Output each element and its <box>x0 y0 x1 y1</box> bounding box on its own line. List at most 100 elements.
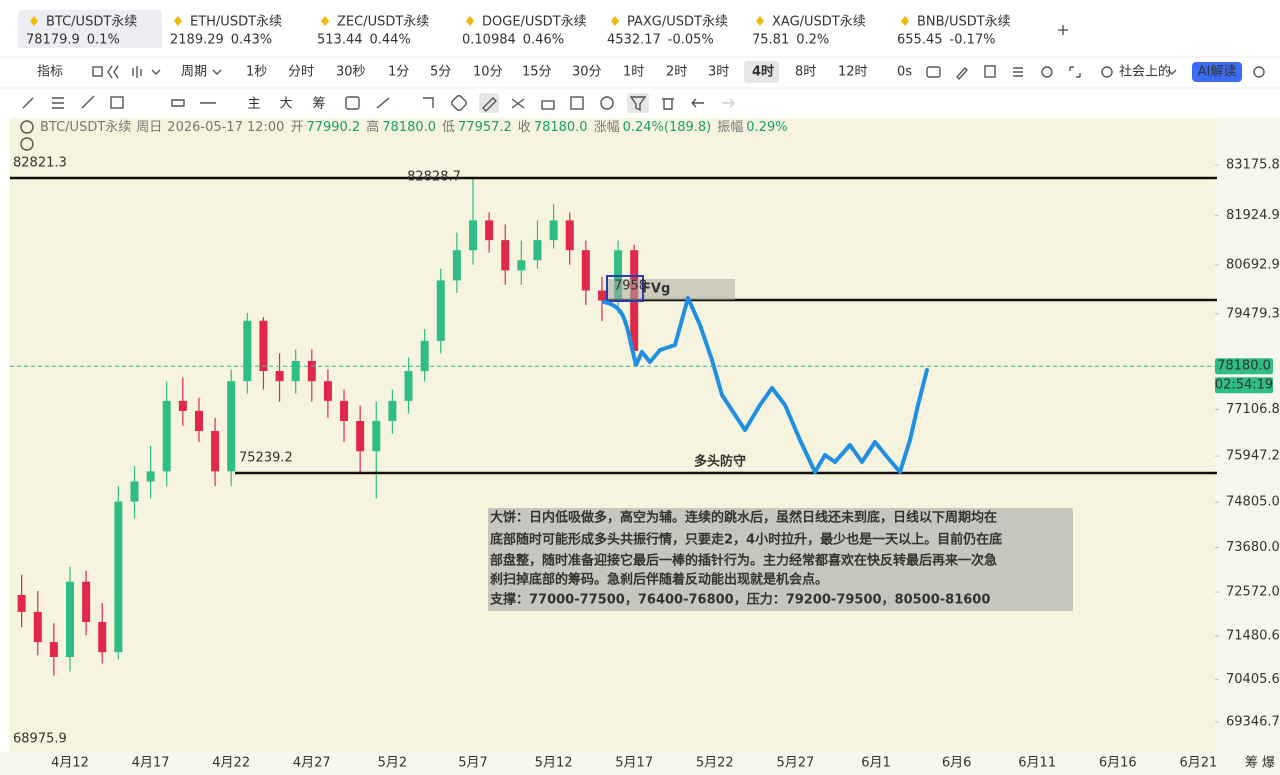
x-tick-label: 4月22 <box>212 756 250 771</box>
candle-body <box>146 471 155 482</box>
x-tick-label: 5月17 <box>615 756 653 771</box>
info-field: 振幅 <box>717 120 743 135</box>
y-tick-label: 80692.9 <box>1226 258 1280 273</box>
info-field: 0.29% <box>746 120 787 135</box>
interval-button[interactable]: 30秒 <box>336 65 366 80</box>
last-price-label: 78180.0 <box>1217 359 1271 374</box>
candle-body <box>517 260 526 271</box>
candle-body <box>114 501 123 653</box>
candle-body <box>485 220 494 241</box>
fvg-label: FVg <box>642 282 670 297</box>
ticker-symbol[interactable]: BTC/USDT永续 <box>46 15 137 30</box>
x-tick-label: 4月17 <box>132 756 170 771</box>
candle-body <box>162 400 171 472</box>
candle-body <box>469 220 477 251</box>
note-line: 刹扫掉底部的筹码。急刹后伴随着反动能出现就是机会点。 <box>490 572 828 588</box>
info-field: 开 <box>290 120 303 135</box>
interval-button[interactable]: 1分 <box>388 65 409 80</box>
interval-button[interactable]: 1秒 <box>246 65 267 80</box>
interval-button[interactable]: 4时 <box>752 64 774 80</box>
draw-tool[interactable]: 筹 <box>312 96 325 112</box>
ticker-price: 4532.17 <box>607 33 661 48</box>
ticker-symbol[interactable]: DOGE/USDT永续 <box>482 15 587 30</box>
fvg-zone <box>607 279 735 300</box>
ticker-symbol[interactable]: ZEC/USDT永续 <box>337 15 429 30</box>
info-field: 周日 <box>136 120 162 135</box>
interval-button[interactable]: 8时 <box>795 65 816 80</box>
interval-button[interactable]: 30分 <box>572 65 602 80</box>
x-tick-label: 5月27 <box>776 756 814 771</box>
candle-body <box>501 240 510 271</box>
note-line: 底部随时可能形成多头共振行情，只要走2，4小时拉升，最少也是一天以上。目前仍在底 <box>490 532 1002 548</box>
corner-button[interactable]: 筹 <box>1245 755 1258 771</box>
ai-button-bg[interactable] <box>1192 62 1242 82</box>
candle-body <box>549 220 558 241</box>
interval-button[interactable]: 15分 <box>522 65 552 80</box>
ticker-icon <box>611 16 619 26</box>
ticker-icon <box>901 16 909 26</box>
ticker-symbol[interactable]: XAG/USDT永续 <box>772 15 866 30</box>
candle-body <box>452 250 461 281</box>
info-field: 高 <box>366 119 379 135</box>
candle-body <box>356 420 365 452</box>
defense-label: 多头防守 <box>694 454 746 470</box>
toolbar-icons[interactable] <box>92 65 1265 81</box>
info-field: 低 <box>442 120 455 135</box>
draw-tool[interactable]: 大 <box>279 97 292 112</box>
candle-body <box>178 400 187 411</box>
candle-body <box>275 371 284 382</box>
interval-button[interactable]: 10分 <box>473 65 503 80</box>
interval-button[interactable]: 分时 <box>288 65 314 80</box>
period-button[interactable]: 周期 <box>181 65 207 80</box>
ticker-price: 655.45 <box>897 33 943 48</box>
interval-button[interactable]: 12时 <box>838 65 868 80</box>
y-tick-label: 75947.2 <box>1226 449 1280 464</box>
candle-body <box>194 410 203 432</box>
ticker-change: -0.17% <box>950 33 996 48</box>
interval-button[interactable]: 1时 <box>623 65 644 80</box>
ticker-price: 78179.9 <box>26 33 80 48</box>
ticker-symbol[interactable]: BNB/USDT永续 <box>917 15 1011 30</box>
note-line: 支撑：77000-77500，76400-76800，压力：79200-7950… <box>489 592 990 608</box>
ticker-change: 0.2% <box>796 33 829 48</box>
interval-button[interactable]: 2时 <box>666 65 687 80</box>
candle-body <box>33 611 42 643</box>
expand-icon[interactable] <box>20 137 34 151</box>
zero-s-button[interactable]: 0s <box>897 65 912 80</box>
indicator-button[interactable]: 指标 <box>37 65 63 80</box>
candle-body <box>259 320 268 372</box>
ticker-change: 0.44% <box>370 33 411 48</box>
y-tick-label: 77106.8 <box>1226 402 1280 417</box>
ai-button[interactable]: AI解读 <box>1198 65 1237 80</box>
ticker-symbol[interactable]: PAXG/USDT永续 <box>627 15 728 30</box>
range-high: 82821.3 <box>13 156 67 171</box>
y-tick-label: 81924.9 <box>1226 208 1280 223</box>
candle-body <box>227 381 236 472</box>
candle-body <box>82 581 91 622</box>
collapse-icon[interactable] <box>20 120 34 134</box>
drawing-tool-icons[interactable] <box>22 93 735 113</box>
candle-body <box>49 642 58 658</box>
draw-tool[interactable]: 主 <box>247 97 260 112</box>
note-line: 大饼：日内低吸做多，高空为辅。连续的跳水后，虽然日线还未到底，日线以下周期均在 <box>490 510 997 526</box>
candle-body <box>533 240 542 261</box>
ticker-symbol[interactable]: ETH/USDT永续 <box>190 15 282 30</box>
candle-body <box>420 340 429 372</box>
candle-body <box>436 280 445 341</box>
info-field: 77957.2 <box>458 120 512 135</box>
add-ticker[interactable] <box>1058 25 1068 35</box>
y-tick-label: 79479.3 <box>1226 306 1280 321</box>
active-interval-bg <box>744 61 779 83</box>
corner-button[interactable]: 爆 <box>1262 756 1275 771</box>
ticker-price: 0.10984 <box>462 33 516 48</box>
info-line: BTC/USDT永续 周日 2026-05-17 12:00 开 77990.2 高 781… <box>40 119 788 135</box>
selected-ticker-bg <box>18 10 162 48</box>
social-button[interactable]: 社会上的 <box>1119 64 1171 80</box>
info-field: 涨幅 <box>594 120 620 135</box>
interval-button[interactable]: 5分 <box>430 65 451 80</box>
x-tick-label: 6月6 <box>942 756 972 771</box>
interval-button[interactable]: 3时 <box>708 65 729 80</box>
x-tick-label: 5月2 <box>378 756 408 771</box>
x-tick-label: 4月12 <box>51 756 89 771</box>
info-field: 收 <box>518 120 531 135</box>
